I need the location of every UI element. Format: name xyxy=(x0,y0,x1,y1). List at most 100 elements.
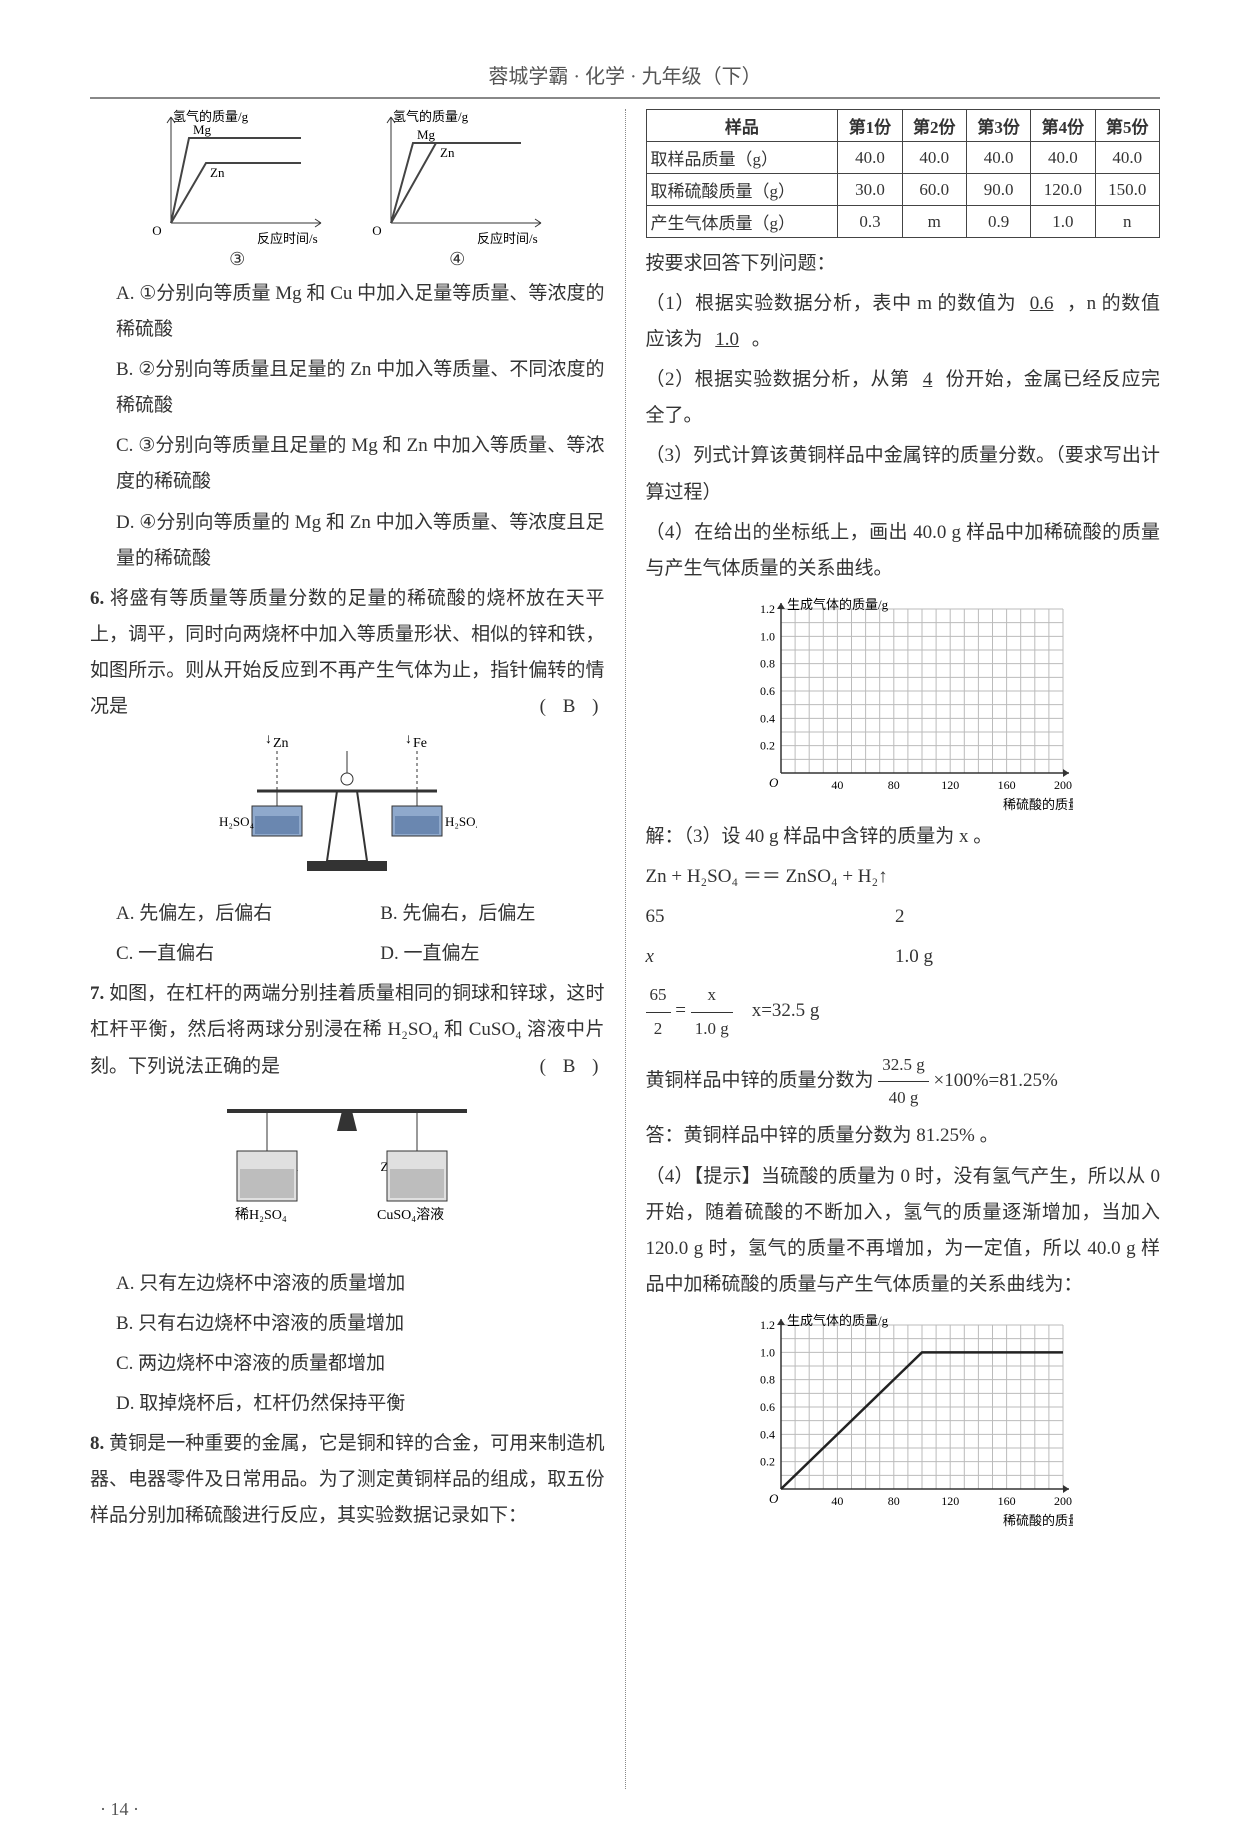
eq-10: 1.0 g xyxy=(895,946,933,967)
page-header: 蓉城学霸 · 化学 · 九年级（下） xyxy=(90,60,1160,99)
x-val: x=32.5 g xyxy=(752,1000,820,1021)
p1-a: （1）根据实验数据分析，表中 m 的数值为 xyxy=(646,293,1017,314)
svg-text:CuSO₄溶液: CuSO₄溶液 xyxy=(377,1207,444,1223)
chart-4: 氢气的质量/g反应时间/sOMgZn xyxy=(367,109,547,249)
svg-text:200: 200 xyxy=(1054,778,1072,792)
svg-text:稀H₂SO₄: 稀H₂SO₄ xyxy=(235,1207,287,1223)
table-cell: 40.0 xyxy=(1095,142,1159,174)
opt-a: A. ①分别向等质量 Mg 和 Cu 中加入足量等质量、等浓度的稀硫酸 xyxy=(90,276,605,348)
pct-frac: 32.5 g 40 g xyxy=(878,1049,929,1115)
frac-right: x 1.0 g xyxy=(691,979,733,1045)
table-row: 产生气体质量（g）0.3m0.91.0n xyxy=(646,206,1160,238)
p2-ans: 4 xyxy=(915,369,941,390)
p1: （1）根据实验数据分析，表中 m 的数值为 0.6 ，n 的数值应该为 1.0 … xyxy=(646,286,1161,358)
p3: （3）列式计算该黄铜样品中金属锌的质量分数。（要求写出计算过程） xyxy=(646,438,1161,510)
svg-text:Mg: Mg xyxy=(193,122,212,137)
frac-l-top: 65 xyxy=(646,979,671,1012)
ans-line: 答：黄铜样品中锌的质量分数为 81.25% 。 xyxy=(646,1118,1161,1154)
svg-text:Zn: Zn xyxy=(273,736,289,751)
svg-text:O: O xyxy=(373,223,382,238)
svg-text:0.8: 0.8 xyxy=(760,1373,775,1387)
q7-opt-c: C. 两边烧杯中溶液的质量都增加 xyxy=(90,1346,605,1382)
svg-text:↓: ↓ xyxy=(265,732,272,747)
q6-opt-d: D. 一直偏左 xyxy=(380,936,604,972)
q8-num: 8. xyxy=(90,1433,104,1454)
data-table: 样品第1份第2份第3份第4份第5份取样品质量（g）40.040.040.040.… xyxy=(646,109,1161,238)
svg-text:稀硫酸的质量/g: 稀硫酸的质量/g xyxy=(1003,797,1073,812)
svg-text:Zn: Zn xyxy=(210,165,225,180)
q8: 8. 黄铜是一种重要的金属，它是铜和锌的合金，可用来制造机器、电器零件及日常用品… xyxy=(90,1426,605,1534)
svg-text:1.0: 1.0 xyxy=(760,629,775,643)
lever-figure: Cu 稀H₂SO₄ Zn CuSO₄溶液 xyxy=(90,1091,605,1256)
svg-text:0.8: 0.8 xyxy=(760,657,775,671)
sol-eq: Zn + H₂SO₄ ＝＝ ZnSO₄ + H₂↑ xyxy=(646,859,1161,895)
q6-text: 将盛有等质量等质量分数的足量的稀硫酸的烧杯放在天平上，调平，同时向两烧杯中加入等… xyxy=(90,588,605,717)
table-cell: 40.0 xyxy=(838,142,902,174)
hint: （4）【提示】当硫酸的质量为 0 时，没有氢气产生，所以从 0 开始，随着硫酸的… xyxy=(646,1159,1161,1303)
page-number: · 14 · xyxy=(100,1799,139,1820)
q6-opts-row2: C. 一直偏右 D. 一直偏左 xyxy=(90,936,605,976)
svg-text:氢气的质量/g: 氢气的质量/g xyxy=(393,109,469,124)
balance-figure: Zn ↓ H₂SO₄ Fe ↓ H₂SO₄ xyxy=(90,731,605,886)
svg-text:稀硫酸的质量/g: 稀硫酸的质量/g xyxy=(1003,1513,1073,1528)
svg-text:生成气体的质量/g: 生成气体的质量/g xyxy=(787,597,889,612)
pct-frac-top: 32.5 g xyxy=(878,1049,929,1082)
q6-opt-a: A. 先偏左，后偏右 xyxy=(116,896,340,932)
q7-num: 7. xyxy=(90,983,104,1004)
left-column: 氢气的质量/g反应时间/sOMgZn ③ 氢气的质量/g反应时间/sOMgZn … xyxy=(90,109,605,1789)
svg-text:0.2: 0.2 xyxy=(760,1455,775,1469)
table-cell: n xyxy=(1095,206,1159,238)
sol-ratio1: 65 2 xyxy=(646,899,1161,935)
pct-a: 黄铜样品中锌的质量分数为 xyxy=(646,1070,874,1091)
svg-text:0.4: 0.4 xyxy=(760,711,775,725)
svg-text:160: 160 xyxy=(997,778,1015,792)
table-cell: 1.0 xyxy=(1031,206,1095,238)
right-column: 样品第1份第2份第3份第4份第5份取样品质量（g）40.040.040.040.… xyxy=(646,109,1161,1789)
table-cell: 90.0 xyxy=(966,174,1030,206)
q6-answer: ( B ) xyxy=(540,689,605,725)
table-head-cell: 第4份 xyxy=(1031,110,1095,142)
grid-chart-blank: 0.20.40.60.81.01.24080120160200O生成气体的质量/… xyxy=(733,593,1073,813)
sol-ratio2: x 1.0 g xyxy=(646,939,1161,975)
table-row: 取稀硫酸质量（g）30.060.090.0120.0150.0 xyxy=(646,174,1160,206)
table-head-cell: 样品 xyxy=(646,110,838,142)
q6-opts-row1: A. 先偏左，后偏右 B. 先偏右，后偏左 xyxy=(90,896,605,936)
p2-a: （2）根据实验数据分析，从第 xyxy=(646,369,910,390)
svg-text:0.6: 0.6 xyxy=(760,684,775,698)
table-cell: 取稀硫酸质量（g） xyxy=(646,174,838,206)
svg-text:生成气体的质量/g: 生成气体的质量/g xyxy=(787,1313,889,1328)
q7-opt-b: B. 只有右边烧杯中溶液的质量增加 xyxy=(90,1306,605,1342)
table-cell: 120.0 xyxy=(1031,174,1095,206)
opt-c: C. ③分别向等质量且足量的 Mg 和 Zn 中加入等质量、等浓度的稀硫酸 xyxy=(90,428,605,500)
svg-text:Mg: Mg xyxy=(417,127,436,142)
table-head-cell: 第2份 xyxy=(902,110,966,142)
frac-left: 65 2 xyxy=(646,979,671,1045)
q7-opt-d: D. 取掉烧杯后，杠杆仍然保持平衡 xyxy=(90,1386,605,1422)
pct-line: 黄铜样品中锌的质量分数为 32.5 g 40 g ×100%=81.25% xyxy=(646,1049,1161,1115)
table-head-cell: 第5份 xyxy=(1095,110,1159,142)
svg-text:H₂SO₄: H₂SO₄ xyxy=(445,814,477,829)
svg-text:O: O xyxy=(769,1491,779,1506)
table-cell: 0.3 xyxy=(838,206,902,238)
eq-65: 65 xyxy=(646,899,686,935)
frac-l-bot: 2 xyxy=(646,1013,671,1045)
table-cell: 40.0 xyxy=(902,142,966,174)
table-cell: m xyxy=(902,206,966,238)
svg-text:1.0: 1.0 xyxy=(760,1345,775,1359)
svg-text:H₂SO₄: H₂SO₄ xyxy=(219,814,255,829)
pct-b: ×100%=81.25% xyxy=(934,1070,1058,1091)
q6: 6. 将盛有等质量等质量分数的足量的稀硫酸的烧杯放在天平上，调平，同时向两烧杯中… xyxy=(90,581,605,725)
grid-chart-answer: 0.20.40.60.81.01.24080120160200O生成气体的质量/… xyxy=(733,1309,1073,1529)
chart-3-num: ③ xyxy=(147,249,327,270)
svg-text:O: O xyxy=(153,223,162,238)
table-cell: 40.0 xyxy=(966,142,1030,174)
svg-text:40: 40 xyxy=(831,778,843,792)
svg-text:1.2: 1.2 xyxy=(760,1318,775,1332)
svg-text:O: O xyxy=(769,775,779,790)
p2: （2）根据实验数据分析，从第 4 份开始，金属已经反应完全了。 xyxy=(646,362,1161,434)
sol-frac-line: 65 2 = x 1.0 g x=32.5 g xyxy=(646,979,1161,1045)
svg-text:80: 80 xyxy=(888,778,900,792)
svg-text:200: 200 xyxy=(1054,1494,1072,1508)
q7-text: 如图，在杠杆的两端分别挂着质量相同的铜球和锌球，这时杠杆平衡，然后将两球分别浸在… xyxy=(90,983,605,1076)
column-divider xyxy=(625,109,626,1789)
